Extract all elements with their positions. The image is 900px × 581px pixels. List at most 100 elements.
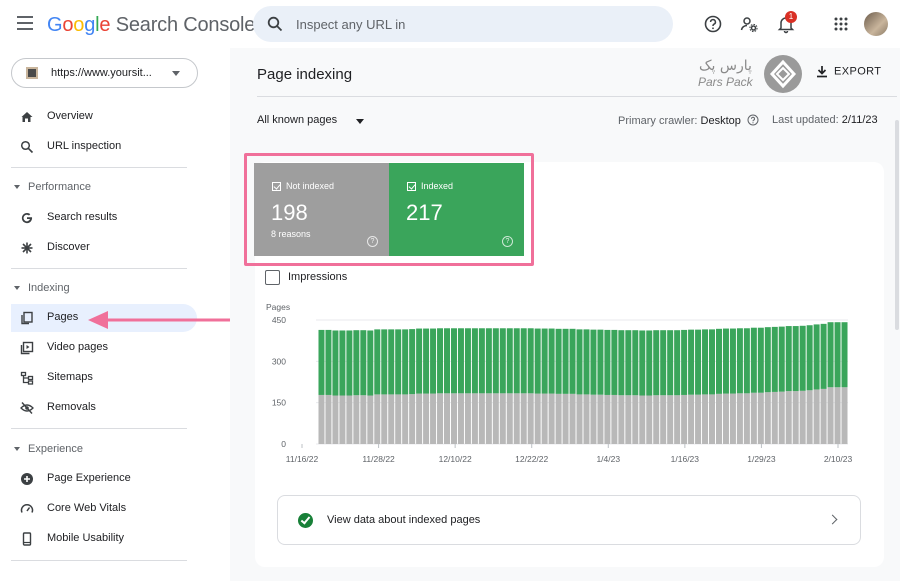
sidebar-item-sitemaps[interactable]: Sitemaps [11, 364, 197, 392]
sidebar-item-video-pages[interactable]: Video pages [11, 334, 197, 362]
sidebar-item-overview[interactable]: Overview [11, 103, 197, 131]
bar-not-indexed [736, 393, 743, 444]
collapse-triangle-icon [14, 185, 20, 190]
export-button[interactable]: EXPORT [816, 65, 881, 78]
asterisk-icon [21, 242, 33, 254]
bar-indexed [332, 330, 339, 396]
last-updated: Last updated: 2/11/23 [772, 114, 878, 126]
bar-indexed [388, 329, 395, 395]
checkbox-checked-icon[interactable] [272, 182, 281, 191]
bar-not-indexed [423, 393, 430, 444]
property-url: https://www.yoursit... [51, 67, 152, 79]
y-tick-label: 450 [272, 315, 286, 325]
sidebar-item-page-experience[interactable]: Page Experience [11, 465, 197, 493]
sidebar-item-label: Overview [47, 110, 93, 122]
property-favicon-icon [26, 67, 38, 79]
bar-not-indexed [388, 394, 395, 444]
bar-not-indexed [792, 391, 799, 444]
bar-indexed [674, 330, 681, 396]
bar-not-indexed [757, 392, 764, 444]
bar-indexed [743, 328, 750, 394]
updated-value: 2/11/23 [841, 114, 878, 126]
bar-not-indexed [715, 393, 722, 444]
bar-not-indexed [597, 394, 604, 444]
bar-indexed [485, 328, 492, 394]
filter-label: All known pages [257, 114, 338, 126]
help-icon[interactable]: ? [367, 236, 378, 247]
bar-not-indexed [409, 394, 416, 444]
not-indexed-tile[interactable]: Not indexed 198 8 reasons ? [254, 163, 389, 256]
sidebar-item-mobile-usability[interactable]: Mobile Usability [11, 525, 197, 553]
x-tick-label: 12/22/22 [515, 454, 548, 464]
bar-indexed [820, 323, 827, 389]
indexed-tile[interactable]: Indexed 217 ? [389, 163, 524, 256]
sidebar-item-discover[interactable]: Discover [11, 234, 197, 262]
bar-not-indexed [339, 395, 346, 444]
bar-indexed [750, 327, 757, 393]
collapse-triangle-icon [14, 286, 20, 291]
section-label: Experience [28, 443, 84, 455]
sidebar-section-experience[interactable]: Experience [14, 443, 83, 455]
scrollbar[interactable] [895, 120, 899, 330]
y-tick-label: 300 [272, 356, 286, 366]
checkbox-checked-icon[interactable] [407, 182, 416, 191]
bar-not-indexed [583, 394, 590, 444]
sidebar-item-url-inspection[interactable]: URL inspection [11, 133, 197, 161]
video-pages-icon [20, 341, 34, 355]
bar-indexed [534, 328, 541, 394]
sidebar-item-search-results[interactable]: Search results [11, 204, 197, 232]
bar-not-indexed [471, 393, 478, 444]
x-tick-label: 1/29/23 [747, 454, 776, 464]
help-icon[interactable] [703, 14, 723, 34]
sidebar-item-pages[interactable]: Pages [11, 304, 197, 332]
bar-not-indexed [548, 393, 555, 444]
url-inspect-search[interactable] [253, 6, 673, 42]
parspack-watermark: پارس پک Pars Pack [698, 55, 802, 93]
sidebar-item-core-web-vitals[interactable]: Core Web Vitals [11, 495, 197, 523]
bar-indexed [450, 328, 457, 394]
property-selector[interactable]: https://www.yoursit... [11, 58, 198, 88]
indexing-chart: Pages 0 150 300 450 11/16/22 11/28/22 12/10/22 1… [266, 302, 852, 464]
bar-not-indexed [499, 393, 506, 444]
bar-not-indexed [834, 387, 841, 444]
bar-not-indexed [444, 393, 451, 444]
bar-indexed [632, 330, 639, 396]
updated-label: Last updated: [772, 114, 842, 126]
bar-indexed [318, 329, 325, 395]
bar-indexed [339, 330, 346, 396]
help-icon[interactable]: ? [502, 236, 513, 247]
bar-indexed [430, 328, 437, 394]
bar-not-indexed [785, 391, 792, 444]
header-divider [257, 96, 897, 97]
bar-not-indexed [827, 387, 834, 444]
view-indexed-pages-link[interactable]: View data about indexed pages [277, 495, 861, 545]
search-input[interactable] [296, 6, 656, 42]
search-console-logo[interactable]: Google Search Console [47, 14, 255, 37]
avatar[interactable] [864, 12, 888, 36]
top-bar: Google Search Console 1 [0, 0, 900, 48]
impressions-checkbox[interactable] [265, 270, 280, 285]
page-title: Page indexing [257, 66, 353, 83]
pages-filter-dropdown[interactable]: All known pages [257, 114, 364, 126]
bar-not-indexed [681, 394, 688, 444]
manage-users-icon[interactable] [739, 14, 759, 34]
bar-indexed [520, 328, 527, 394]
sidebar-section-performance[interactable]: Performance [14, 181, 91, 193]
pages-icon [21, 311, 33, 325]
bar-indexed [464, 328, 471, 394]
bar-indexed [541, 328, 548, 394]
home-icon [21, 112, 33, 122]
bar-indexed [646, 330, 653, 396]
help-icon[interactable] [747, 114, 759, 126]
logo-letter: o [73, 14, 85, 36]
sidebar-item-removals[interactable]: Removals [11, 394, 197, 422]
tile-subtext: 8 reasons [271, 229, 311, 239]
menu-icon[interactable] [17, 16, 33, 30]
apps-grid-icon[interactable] [831, 14, 851, 34]
bar-indexed [374, 329, 381, 395]
bar-indexed [778, 326, 785, 392]
bar-indexed [688, 329, 695, 395]
sidebar-item-label: Sitemaps [47, 371, 93, 383]
sidebar-section-indexing[interactable]: Indexing [14, 282, 70, 294]
sidebar-divider [11, 560, 187, 561]
